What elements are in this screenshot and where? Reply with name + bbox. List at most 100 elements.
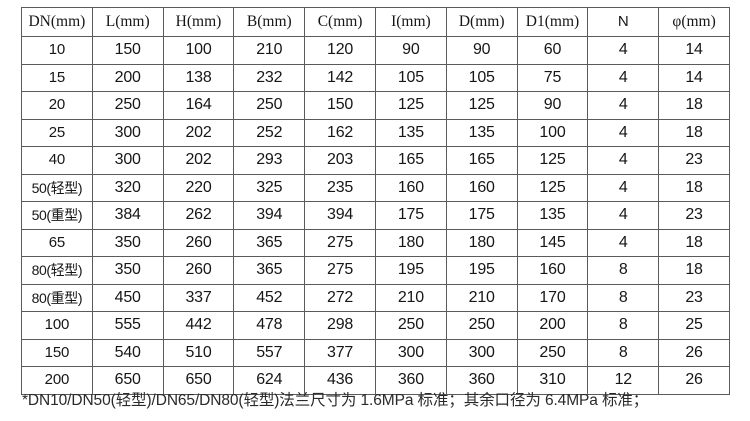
cell-value: 300 <box>91 146 164 175</box>
cell-value: 105 <box>374 63 447 92</box>
cell-value: 450 <box>91 283 164 312</box>
cell-value: 510 <box>162 338 235 367</box>
table-row: 80(轻型) 350 260 365 275 195 195 160 8 18 <box>21 256 730 285</box>
cell-value: 100 <box>162 36 235 65</box>
cell-dn: 100 <box>21 311 93 340</box>
cell-value: 125 <box>374 91 447 120</box>
cell-value: 436 <box>304 366 376 395</box>
cell-value: 18 <box>658 228 730 257</box>
cell-value: 14 <box>658 36 730 65</box>
dimension-specification-table: DN(mm) L(mm) H(mm) B(mm) C(mm) I(mm) D(m… <box>21 7 730 395</box>
cell-value: 135 <box>374 118 447 147</box>
cell-value: 260 <box>162 256 235 285</box>
table-row: 80(重型) 450 337 452 272 210 210 170 8 23 <box>21 283 730 312</box>
cell-value: 26 <box>658 338 730 367</box>
table-row: 15 200 138 232 142 105 105 75 4 14 <box>21 63 730 92</box>
cell-dn: 25 <box>21 118 93 147</box>
cell-value: 100 <box>516 118 589 147</box>
cell-value: 360 <box>374 366 447 395</box>
cell-value: 394 <box>233 201 306 230</box>
cell-value: 650 <box>91 366 164 395</box>
cell-value: 180 <box>445 228 518 257</box>
cell-value: 250 <box>445 311 518 340</box>
cell-value: 8 <box>587 338 660 367</box>
cell-value: 275 <box>304 256 376 285</box>
cell-value: 170 <box>516 283 589 312</box>
table-row: 150 540 510 557 377 300 300 250 8 26 <box>21 338 730 367</box>
cell-value: 12 <box>587 366 660 395</box>
cell-value: 210 <box>374 283 447 312</box>
cell-value: 300 <box>91 118 164 147</box>
cell-dn: 65 <box>21 228 93 257</box>
table-header-row: DN(mm) L(mm) H(mm) B(mm) C(mm) I(mm) D(m… <box>21 7 730 37</box>
cell-value: 138 <box>162 63 235 92</box>
cell-value: 4 <box>587 118 660 147</box>
table-row: 50(重型) 384 262 394 394 175 175 135 4 23 <box>21 201 730 230</box>
cell-value: 120 <box>304 36 376 65</box>
cell-value: 232 <box>233 63 306 92</box>
cell-value: 90 <box>445 36 518 65</box>
cell-value: 4 <box>587 146 660 175</box>
cell-value: 250 <box>516 338 589 367</box>
cell-value: 210 <box>233 36 306 65</box>
column-header-l: L(mm) <box>91 7 164 37</box>
cell-value: 4 <box>587 228 660 257</box>
cell-value: 18 <box>658 118 730 147</box>
cell-value: 160 <box>374 173 447 202</box>
cell-value: 300 <box>374 338 447 367</box>
cell-value: 8 <box>587 256 660 285</box>
cell-value: 23 <box>658 283 730 312</box>
cell-value: 18 <box>658 173 730 202</box>
cell-dn: 15 <box>21 63 93 92</box>
cell-value: 8 <box>587 283 660 312</box>
column-header-d1: D1(mm) <box>516 7 589 37</box>
cell-value: 175 <box>374 201 447 230</box>
cell-value: 252 <box>233 118 306 147</box>
cell-value: 337 <box>162 283 235 312</box>
cell-value: 210 <box>445 283 518 312</box>
column-header-i: I(mm) <box>374 7 447 37</box>
cell-value: 298 <box>304 311 376 340</box>
cell-dn: 150 <box>21 338 93 367</box>
cell-value: 25 <box>658 311 730 340</box>
cell-value: 165 <box>445 146 518 175</box>
column-header-h: H(mm) <box>162 7 235 37</box>
cell-value: 105 <box>445 63 518 92</box>
cell-value: 135 <box>445 118 518 147</box>
cell-value: 250 <box>91 91 164 120</box>
cell-value: 60 <box>516 36 589 65</box>
cell-value: 200 <box>91 63 164 92</box>
cell-value: 310 <box>516 366 589 395</box>
cell-value: 150 <box>91 36 164 65</box>
cell-value: 195 <box>374 256 447 285</box>
cell-value: 250 <box>374 311 447 340</box>
table-row: 65 350 260 365 275 180 180 145 4 18 <box>21 228 730 257</box>
cell-value: 125 <box>516 146 589 175</box>
cell-value: 26 <box>658 366 730 395</box>
cell-value: 202 <box>162 146 235 175</box>
cell-value: 18 <box>658 91 730 120</box>
cell-value: 14 <box>658 63 730 92</box>
cell-value: 160 <box>516 256 589 285</box>
cell-dn: 80(重型) <box>21 283 93 312</box>
table-row: 100 555 442 478 298 250 250 200 8 25 <box>21 311 730 340</box>
cell-value: 165 <box>374 146 447 175</box>
cell-value: 478 <box>233 311 306 340</box>
cell-value: 125 <box>445 91 518 120</box>
table-row: 25 300 202 252 162 135 135 100 4 18 <box>21 118 730 147</box>
cell-value: 365 <box>233 256 306 285</box>
cell-dn: 10 <box>21 36 93 65</box>
cell-value: 300 <box>445 338 518 367</box>
cell-value: 90 <box>374 36 447 65</box>
cell-value: 135 <box>516 201 589 230</box>
cell-value: 200 <box>516 311 589 340</box>
cell-value: 23 <box>658 146 730 175</box>
cell-dn: 50(轻型) <box>21 173 93 202</box>
cell-value: 23 <box>658 201 730 230</box>
table-row: 10 150 100 210 120 90 90 60 4 14 <box>21 36 730 65</box>
cell-value: 350 <box>91 256 164 285</box>
column-header-b: B(mm) <box>233 7 306 37</box>
cell-value: 365 <box>233 228 306 257</box>
cell-value: 360 <box>445 366 518 395</box>
cell-value: 650 <box>162 366 235 395</box>
